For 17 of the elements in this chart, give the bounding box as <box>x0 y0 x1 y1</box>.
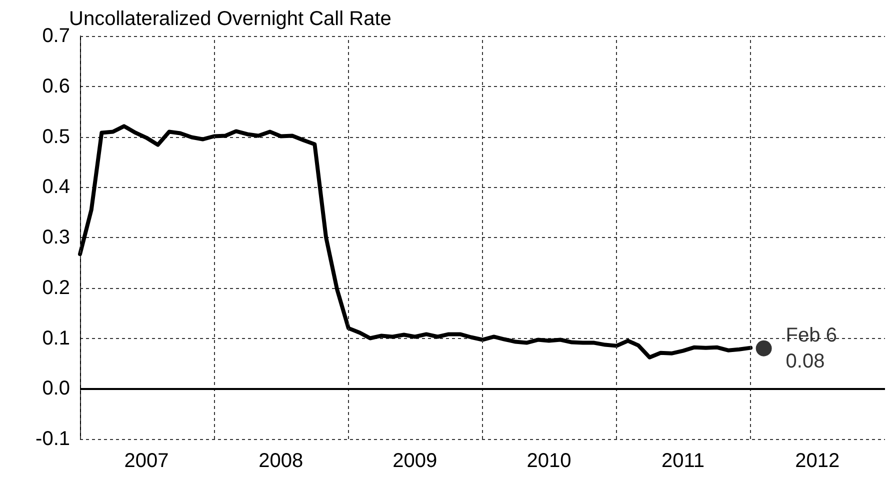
y-tick-label: 0.1 <box>42 327 70 350</box>
x-tick-label: 2008 <box>258 450 304 472</box>
x-tick-label: 2009 <box>392 450 438 472</box>
y-tick-label: 0.5 <box>42 126 70 148</box>
y-tick-label: 0.4 <box>42 176 70 198</box>
y-tick-label: 0.7 <box>42 25 70 47</box>
x-tick-label: 2007 <box>124 450 169 472</box>
x-tick-label: 2012 <box>795 450 840 472</box>
x-tick-label: 2011 <box>662 450 705 472</box>
y-tick-label: 0.3 <box>42 226 70 248</box>
y-tick-label: 0.0 <box>42 378 70 400</box>
x-tick-label: 2010 <box>526 450 572 472</box>
y-tick-label: -0.1 <box>36 428 70 450</box>
y-tick-label: 0.2 <box>42 276 70 299</box>
data-label: Feb 6 0.08 <box>786 324 837 372</box>
y-tick-label: 0.6 <box>42 75 70 98</box>
chart-title: Uncollateralized Overnight Call Rate <box>69 8 392 30</box>
